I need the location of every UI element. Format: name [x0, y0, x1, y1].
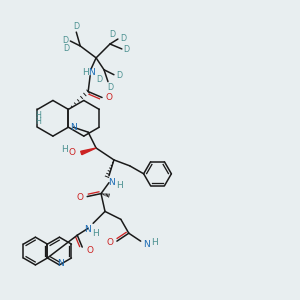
Text: N: N: [70, 123, 77, 132]
Text: H: H: [151, 238, 158, 247]
Text: O: O: [87, 246, 94, 255]
Text: D: D: [73, 22, 79, 31]
Text: H: H: [35, 117, 41, 126]
Text: O: O: [106, 238, 113, 247]
Text: D: D: [120, 34, 126, 43]
Text: H: H: [61, 145, 68, 154]
Text: D: D: [63, 44, 69, 53]
Text: H: H: [116, 181, 123, 190]
Text: O: O: [77, 193, 84, 202]
Text: D: D: [124, 45, 130, 54]
Text: D: D: [96, 75, 102, 84]
Text: H: H: [82, 68, 88, 77]
Text: D: D: [107, 83, 113, 92]
Text: N: N: [88, 68, 94, 77]
Text: D: D: [116, 71, 122, 80]
Text: H: H: [35, 111, 41, 120]
Text: O: O: [69, 148, 76, 158]
Polygon shape: [81, 148, 96, 155]
Text: N: N: [143, 240, 150, 249]
Text: D: D: [109, 30, 115, 39]
Text: N: N: [84, 225, 91, 234]
Text: N: N: [109, 178, 115, 187]
Text: N: N: [57, 260, 64, 268]
Text: D: D: [62, 35, 68, 44]
Text: O: O: [106, 93, 112, 102]
Text: H: H: [92, 229, 98, 238]
